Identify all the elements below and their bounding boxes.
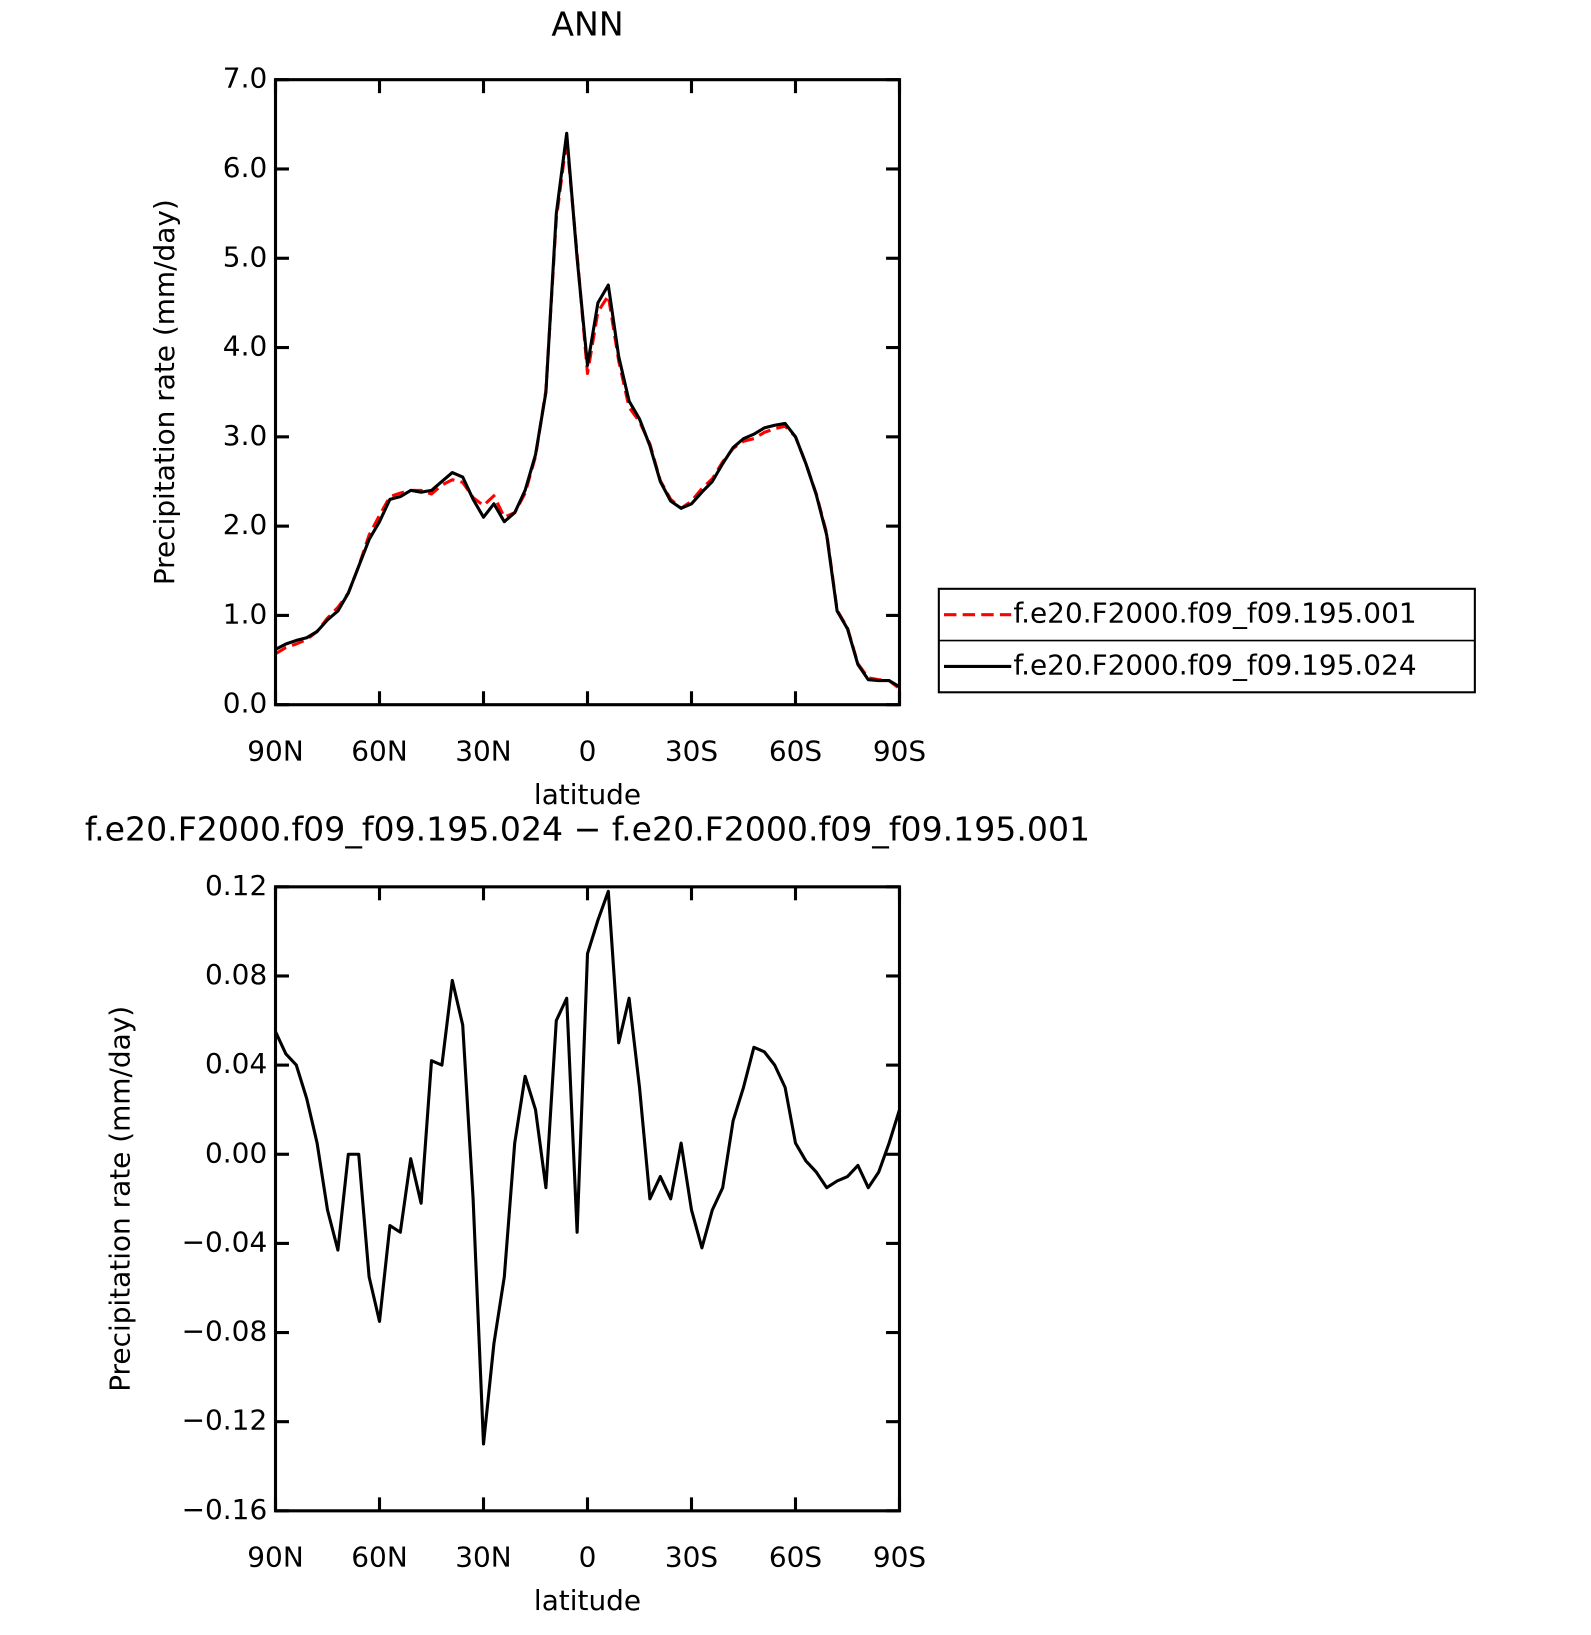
x-tick-label: 90S <box>873 734 926 767</box>
x-axis-label: latitude <box>534 1584 641 1617</box>
x-tick-label: 30N <box>455 1540 511 1573</box>
x-tick-label: 30S <box>665 734 718 767</box>
x-tick-label: 30N <box>455 734 511 767</box>
y-tick-label: 0.00 <box>205 1136 267 1169</box>
y-tick-label: 2.0 <box>223 508 267 541</box>
series-line <box>274 889 901 1446</box>
y-tick-label: 7.0 <box>223 62 267 95</box>
chart-title: f.e20.F2000.f09_f09.195.024 − f.e20.F200… <box>85 809 1090 848</box>
legend-label: f.e20.F2000.f09_f09.195.001 <box>1013 597 1416 630</box>
y-tick-label: −0.08 <box>182 1315 268 1348</box>
legend-label: f.e20.F2000.f09_f09.195.024 <box>1013 648 1416 681</box>
y-tick-label: 3.0 <box>223 419 267 452</box>
x-tick-label: 60S <box>769 734 822 767</box>
x-tick-label: 60N <box>351 734 407 767</box>
x-tick-label: 0 <box>579 734 597 767</box>
y-tick-label: −0.16 <box>182 1493 268 1526</box>
y-tick-label: −0.04 <box>182 1225 268 1258</box>
y-tick-label: 6.0 <box>223 151 267 184</box>
y-tick-label: 0.0 <box>223 687 267 720</box>
series-line <box>274 131 901 689</box>
x-tick-label: 90N <box>247 1540 303 1573</box>
y-axis-label: Precipitation rate (mm/day) <box>148 199 181 585</box>
y-tick-label: −0.12 <box>182 1404 268 1437</box>
y-tick-label: 5.0 <box>223 240 267 273</box>
x-tick-label: 30S <box>665 1540 718 1573</box>
x-tick-label: 60S <box>769 1540 822 1573</box>
y-tick-label: 0.08 <box>205 958 267 991</box>
chart-title: ANN <box>551 4 623 43</box>
series-line <box>274 137 901 690</box>
x-tick-label: 60N <box>351 1540 407 1573</box>
y-tick-label: 4.0 <box>223 330 267 363</box>
x-tick-label: 90S <box>873 1540 926 1573</box>
x-axis-label: latitude <box>534 778 641 811</box>
x-tick-label: 90N <box>247 734 303 767</box>
y-tick-label: 0.12 <box>205 869 267 902</box>
plot-frame <box>273 78 902 707</box>
x-tick-label: 0 <box>579 1540 597 1573</box>
y-axis-label: Precipitation rate (mm/day) <box>103 1006 136 1392</box>
y-tick-label: 1.0 <box>223 597 267 630</box>
y-tick-label: 0.04 <box>205 1047 267 1080</box>
